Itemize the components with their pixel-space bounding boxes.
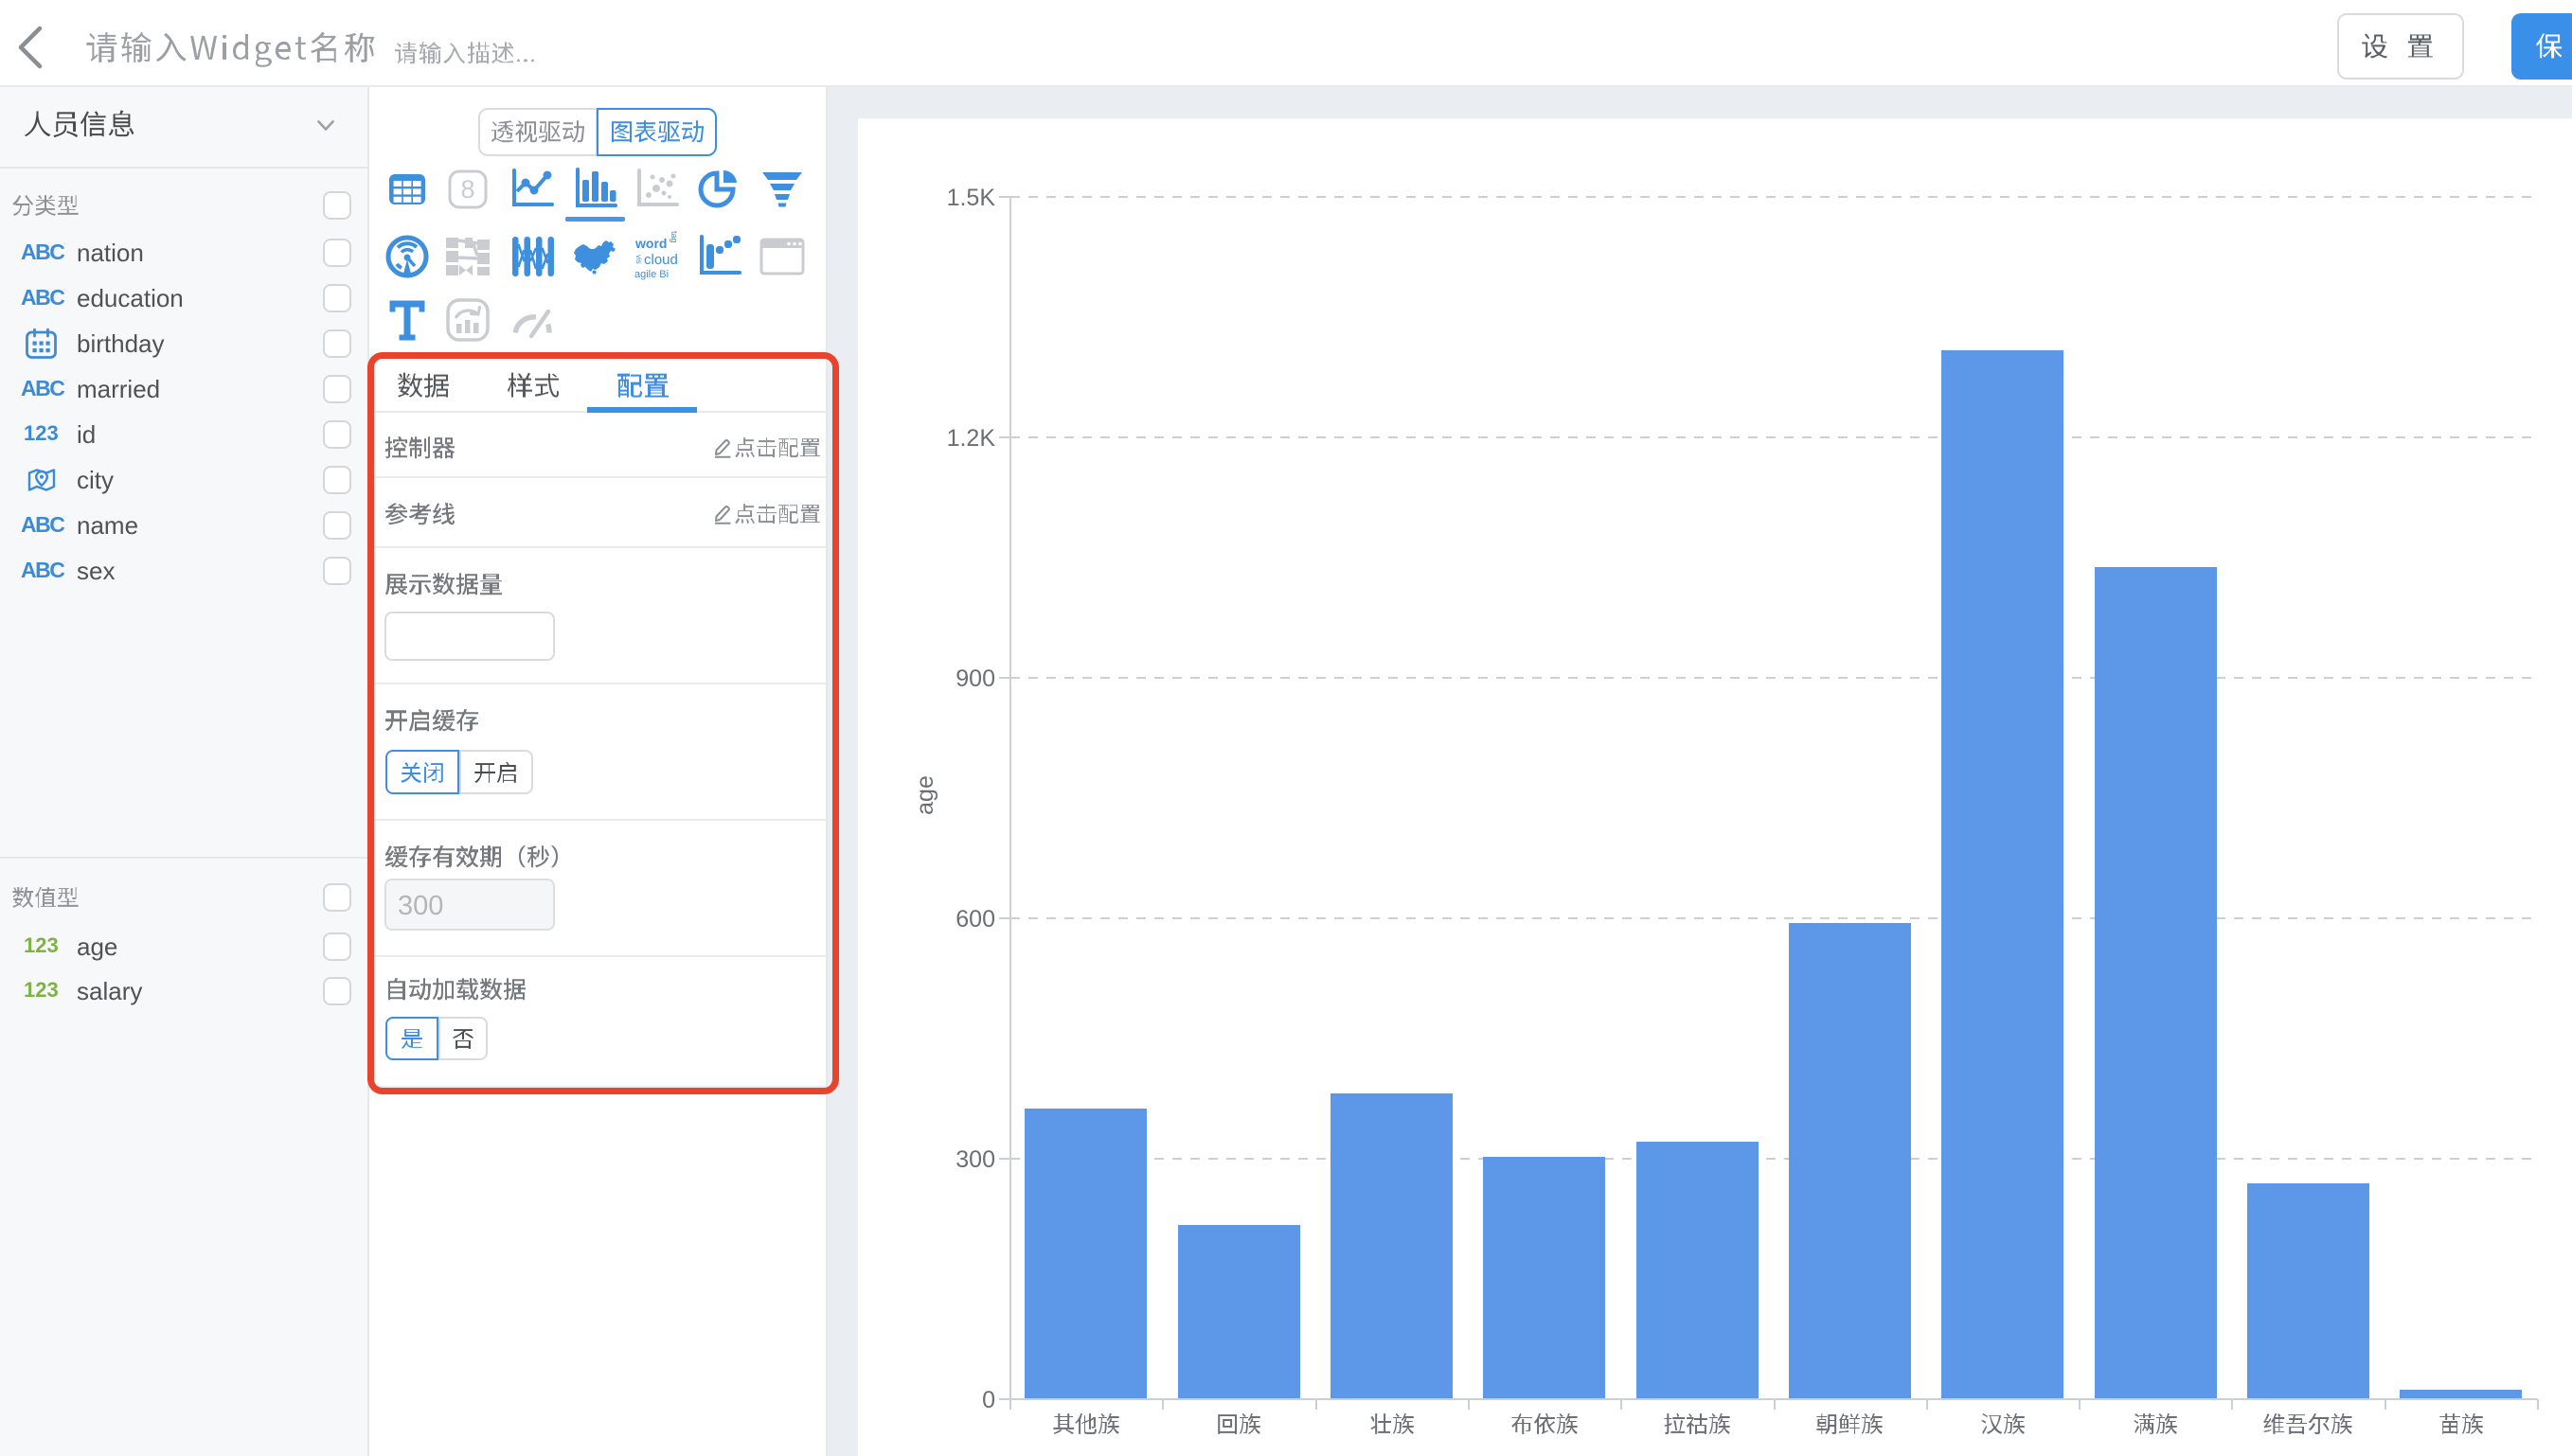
svg-text:1.5K: 1.5K <box>947 185 996 211</box>
svg-text:0: 0 <box>982 1387 995 1413</box>
svg-text:900: 900 <box>956 666 995 692</box>
svg-text:1.2K: 1.2K <box>947 425 996 452</box>
svg-text:300: 300 <box>956 1146 995 1173</box>
svg-text:8: 8 <box>460 175 474 204</box>
svg-text:age: age <box>912 775 938 815</box>
svg-text:600: 600 <box>956 906 995 932</box>
